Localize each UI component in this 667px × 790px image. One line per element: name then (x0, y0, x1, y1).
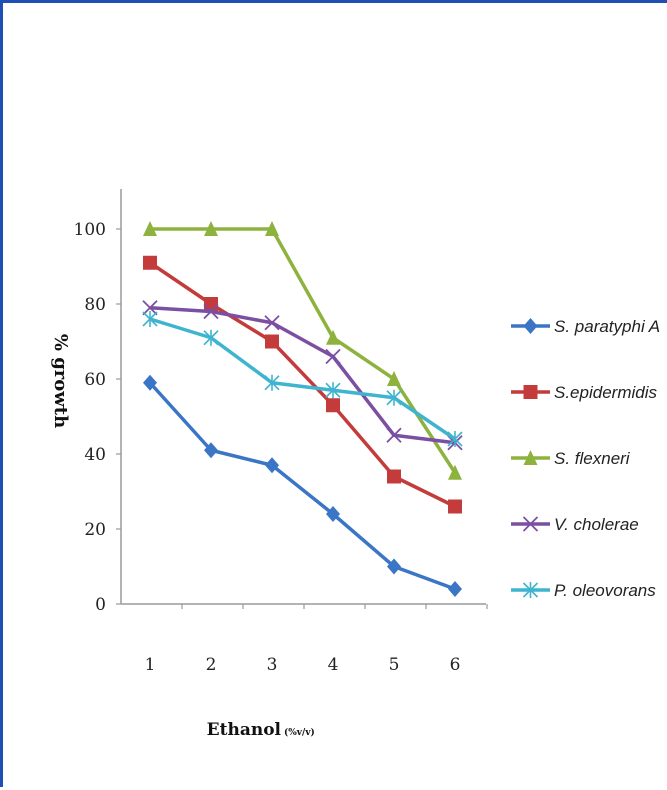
x-axis-label: Ethanol (207, 720, 282, 740)
legend-item: S. paratyphi A (511, 317, 660, 336)
x-tick-label: 1 (145, 655, 156, 675)
data-point (264, 374, 280, 391)
data-point (204, 221, 218, 236)
legend-label: S.epidermidis (554, 383, 657, 402)
x-tick-label: 4 (328, 655, 339, 675)
legend-item: S. flexneri (511, 449, 631, 468)
data-point (522, 516, 539, 532)
data-point (326, 329, 340, 345)
data-point (204, 297, 218, 311)
data-point (265, 457, 279, 474)
series-line (148, 381, 456, 591)
series-1 (143, 255, 462, 514)
data-point (326, 398, 340, 413)
series-4 (142, 311, 463, 447)
data-point (523, 450, 538, 465)
data-point (447, 431, 463, 447)
data-point (143, 374, 157, 391)
legend-label: P. oleovorans (554, 581, 656, 600)
y-tick-label: 80 (84, 295, 106, 315)
legend-item: P. oleovorans (511, 581, 656, 600)
legend: S. paratyphi A S.epidermidis S. flexneri V.… (511, 317, 660, 600)
data-point (325, 382, 341, 399)
data-point (448, 581, 462, 597)
y-tick-label: 20 (84, 520, 106, 540)
data-point (204, 442, 218, 459)
data-point (522, 582, 539, 598)
data-point (387, 371, 401, 386)
data-point (203, 329, 219, 346)
data-point (448, 499, 462, 514)
data-point (143, 221, 157, 236)
data-point (326, 506, 340, 522)
data-point (143, 255, 157, 270)
data-point (142, 300, 158, 316)
series-0 (143, 374, 462, 597)
y-axis-label: % growth (50, 334, 71, 428)
y-tick-label: 40 (84, 445, 106, 465)
legend-label: S. paratyphi A (554, 317, 660, 336)
series-3 (142, 300, 463, 451)
data-point (523, 318, 538, 334)
axes: 0 20 40 60 80 100 1 2 3 4 5 6 (74, 189, 488, 675)
data-point (448, 464, 462, 480)
series-line (149, 261, 456, 509)
data-point (523, 385, 538, 399)
data-point (265, 221, 279, 236)
series-line (149, 317, 456, 441)
data-point (264, 315, 280, 331)
data-point (265, 334, 279, 349)
legend-item: V. cholerae (511, 515, 639, 534)
y-tick-label: 60 (84, 370, 106, 390)
legend-label: S. flexneri (554, 449, 631, 468)
x-tick-label: 3 (267, 655, 278, 675)
series-line (150, 227, 457, 474)
y-tick-label: 100 (74, 220, 106, 240)
data-point (203, 303, 219, 320)
y-tick-label: 0 (95, 595, 106, 615)
data-point (325, 348, 341, 365)
x-tick-label: 6 (450, 655, 461, 675)
series-group (142, 221, 463, 597)
data-point (386, 389, 402, 406)
x-axis-unit: (%v/v) (284, 727, 315, 738)
data-point (387, 558, 401, 575)
legend-item: S.epidermidis (511, 383, 657, 402)
data-point (142, 311, 158, 327)
x-tick-label: 5 (389, 655, 400, 675)
line-chart: 0 20 40 60 80 100 1 2 3 4 5 6 S. paratyphi A S.epide… (50, 189, 660, 740)
data-point (386, 427, 402, 443)
series-2 (143, 221, 462, 480)
legend-label: V. cholerae (554, 515, 639, 534)
series-line (149, 306, 456, 445)
x-tick-label: 2 (206, 655, 217, 675)
data-point (387, 469, 401, 484)
